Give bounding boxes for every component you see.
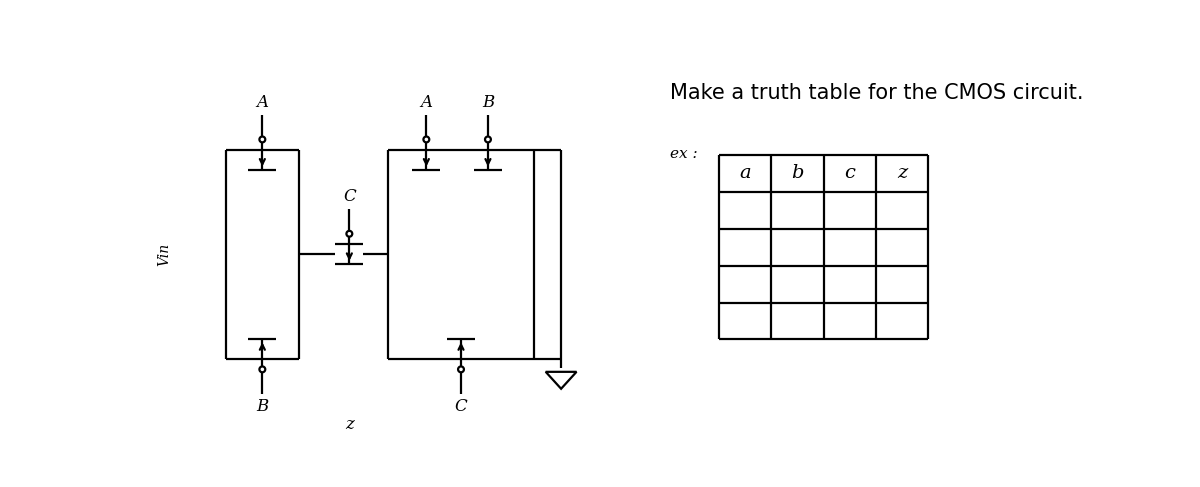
Text: B: B xyxy=(482,94,494,111)
Text: a: a xyxy=(739,164,751,182)
Text: C: C xyxy=(455,398,467,415)
Text: A: A xyxy=(420,94,432,111)
Text: ex :: ex : xyxy=(671,147,698,161)
Text: c: c xyxy=(845,164,856,182)
Text: b: b xyxy=(791,164,804,182)
Text: Make a truth table for the CMOS circuit.: Make a truth table for the CMOS circuit. xyxy=(671,83,1084,103)
Text: B: B xyxy=(257,398,269,415)
Text: A: A xyxy=(257,94,269,111)
Text: C: C xyxy=(343,188,355,206)
Text: Vin: Vin xyxy=(157,243,170,266)
Text: z: z xyxy=(898,164,907,182)
Text: z: z xyxy=(344,416,354,433)
